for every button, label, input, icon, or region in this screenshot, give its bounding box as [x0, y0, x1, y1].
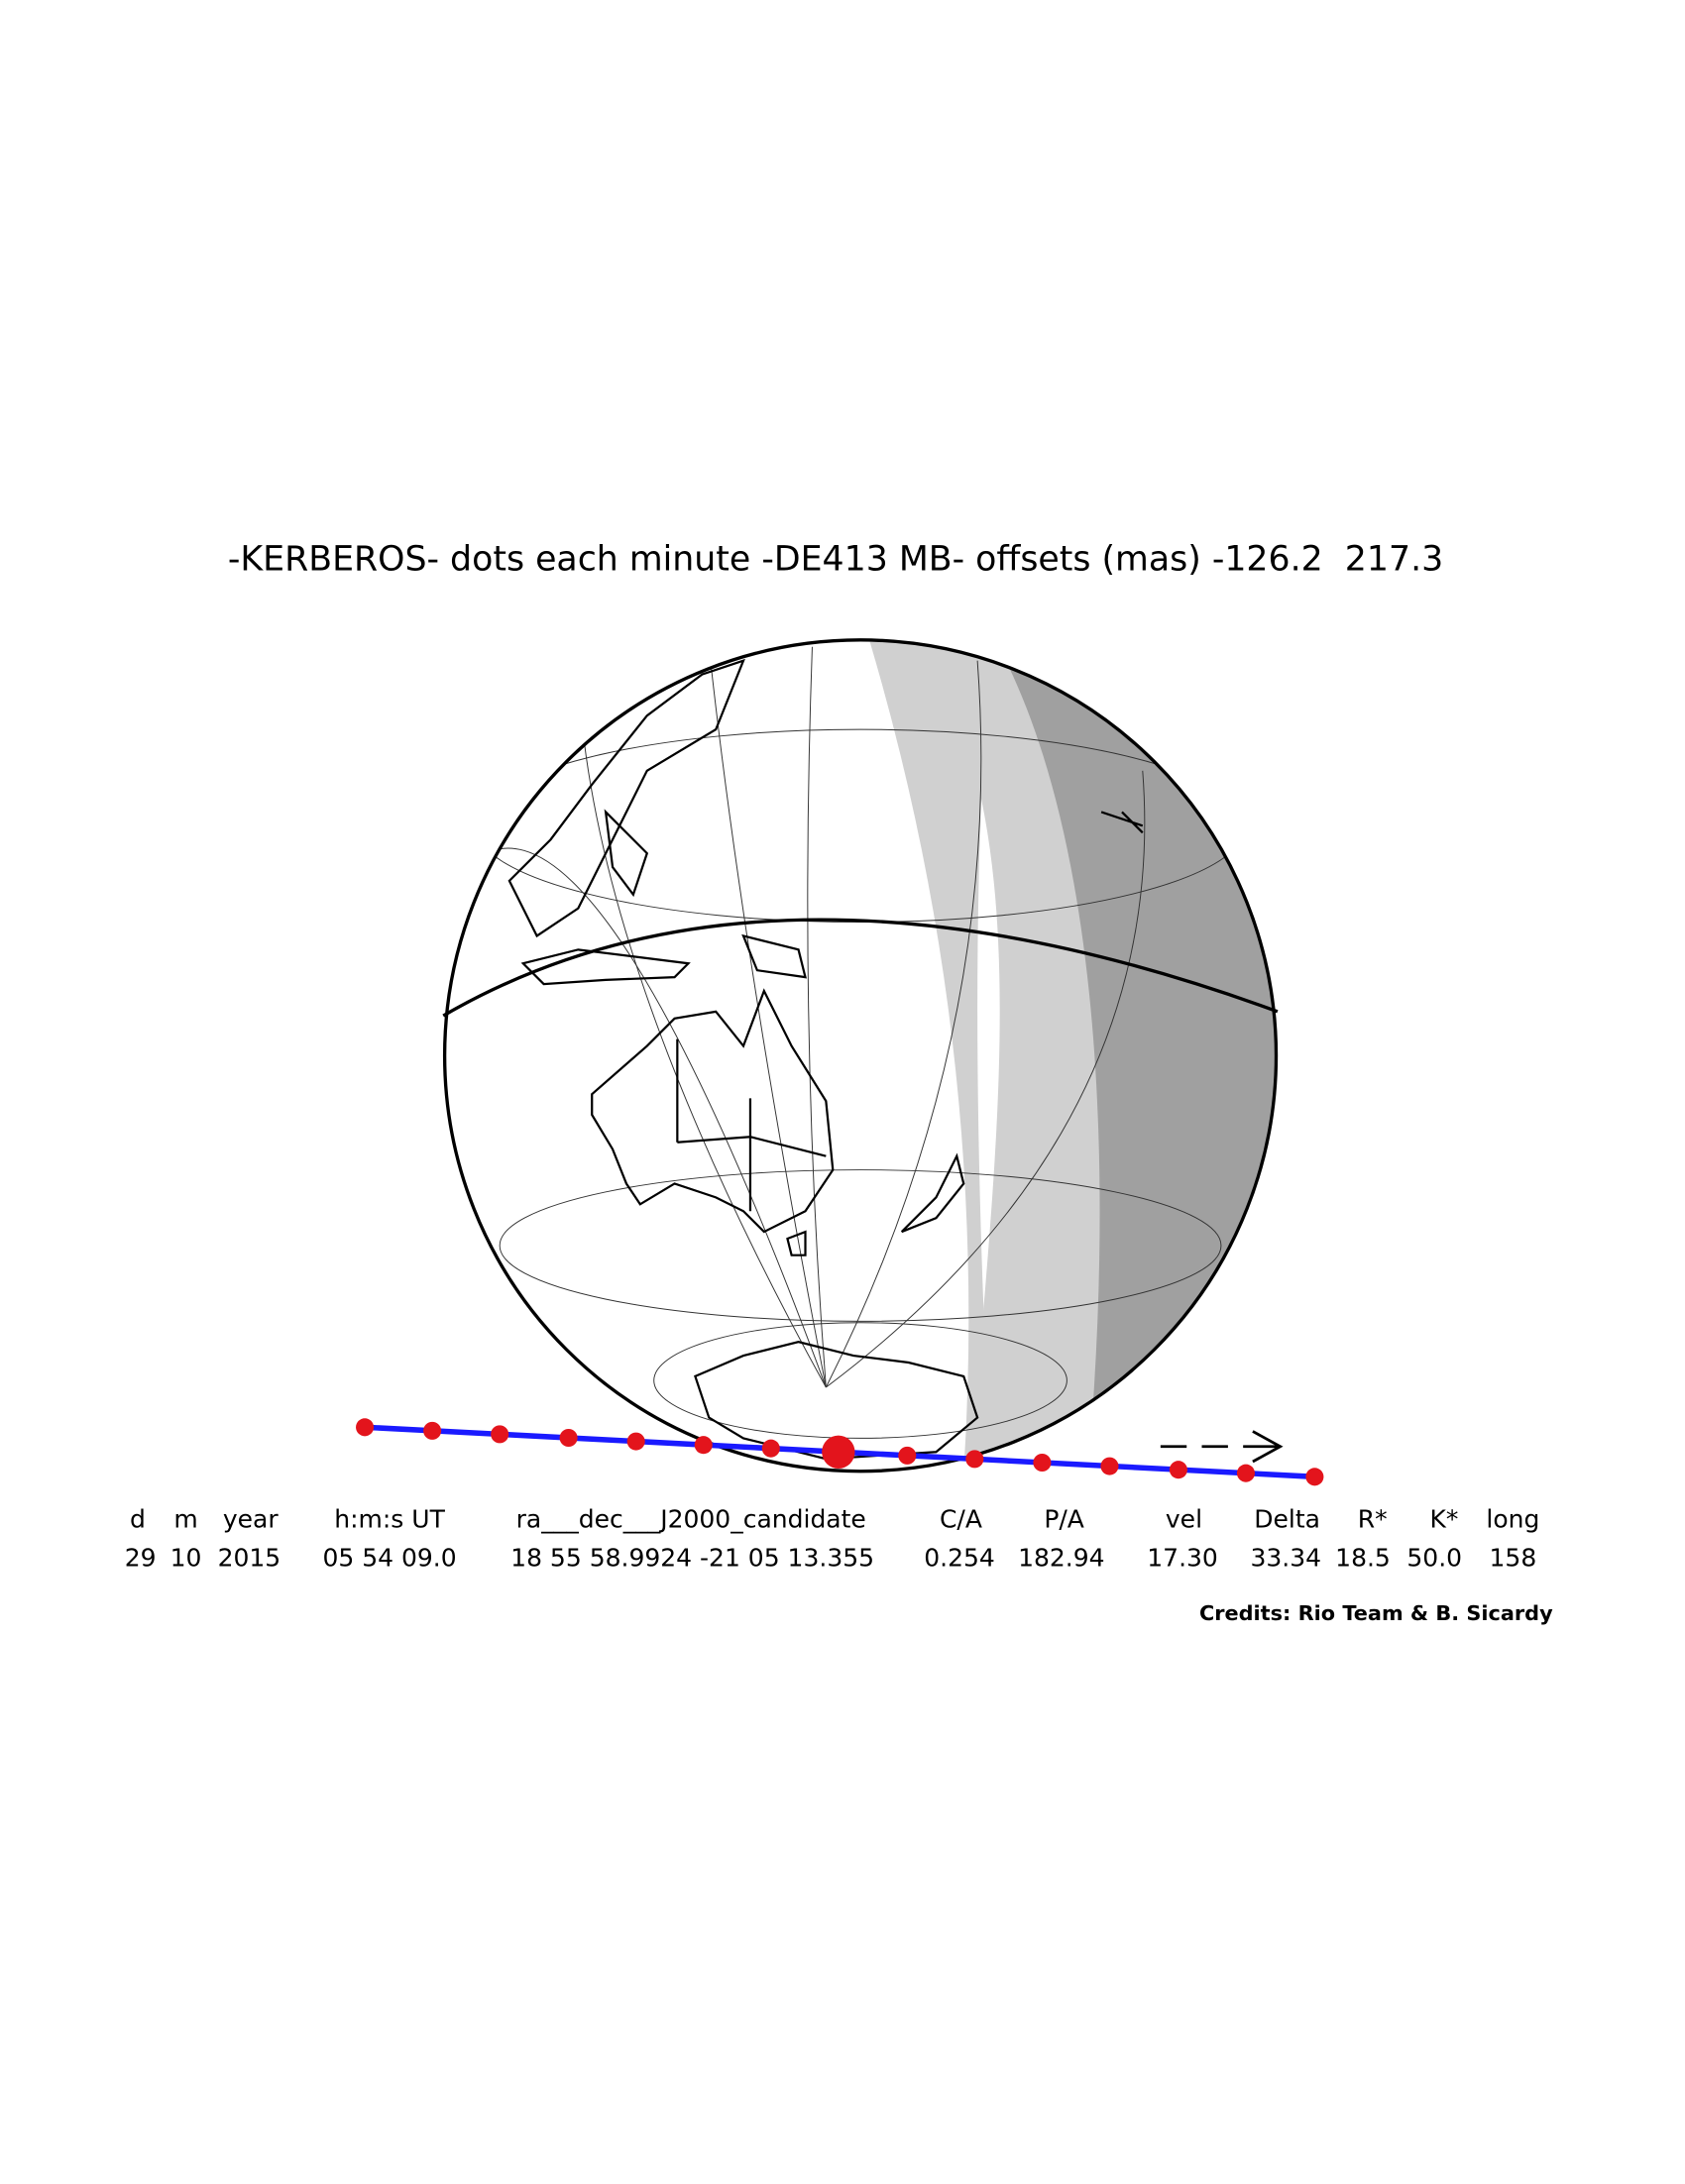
value-cell: 17.30 [1147, 1544, 1218, 1573]
header-cell: C/A [940, 1505, 982, 1534]
credits: Credits: Rio Team & B. Sicardy [1199, 1601, 1553, 1625]
header-cell: P/A [1044, 1505, 1084, 1534]
closest-approach-dot [822, 1435, 855, 1469]
value-cell: 05 54 09.0 [322, 1544, 456, 1573]
value-cell: 50.0 [1406, 1544, 1462, 1573]
graticule [453, 646, 1247, 1439]
minute-dots [356, 1418, 1324, 1486]
value-cell: 158 [1490, 1544, 1537, 1573]
value-cell: 29 [125, 1544, 157, 1573]
globe-outline [442, 638, 1279, 1474]
direction-arrow [1160, 1430, 1284, 1464]
header-cell: ra___dec___J2000_candidate [516, 1505, 866, 1534]
coastlines [507, 658, 1144, 1461]
header-cell: vel [1166, 1505, 1202, 1534]
equator [442, 918, 1279, 1018]
header-cell: h:m:s UT [334, 1505, 445, 1534]
header-cell: Delta [1254, 1505, 1320, 1534]
occultation-path [356, 1418, 1324, 1486]
value-cell: 0.254 [924, 1544, 995, 1573]
value-cell: 2015 [218, 1544, 281, 1573]
value-cell: 182.94 [1018, 1544, 1104, 1573]
value-cell: 33.34 [1250, 1544, 1321, 1573]
header-cell: R* [1358, 1505, 1388, 1534]
globe [442, 638, 1279, 1474]
title: -KERBEROS- dots each minute -DE413 MB- o… [228, 539, 1443, 579]
value-cell: 18 55 58.9924 -21 05 13.355 [510, 1544, 874, 1573]
header-cell: d [130, 1505, 146, 1534]
figure: -KERBEROS- dots each minute -DE413 MB- o… [125, 539, 1553, 1625]
parameter-table: d m year h:m:s UT ra___dec___J2000_candi… [125, 1505, 1540, 1573]
header-cell: K* [1430, 1505, 1459, 1534]
header-cell: m [173, 1505, 197, 1534]
value-cell: 10 [170, 1544, 202, 1573]
value-cell: 18.5 [1335, 1544, 1391, 1573]
header-cell: year [223, 1505, 279, 1534]
header-cell: long [1486, 1505, 1539, 1534]
